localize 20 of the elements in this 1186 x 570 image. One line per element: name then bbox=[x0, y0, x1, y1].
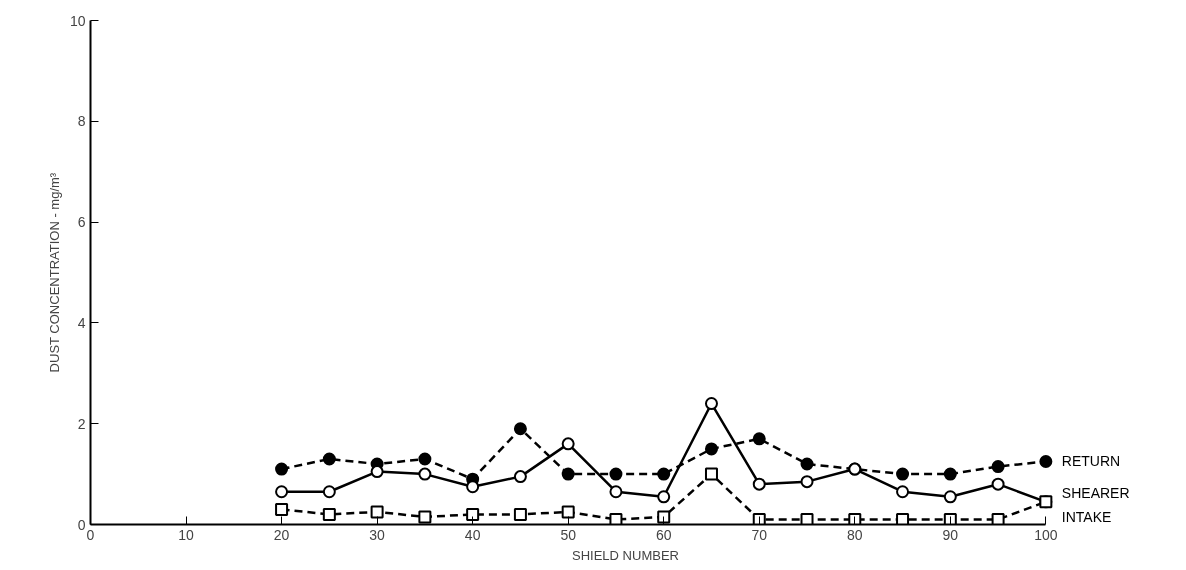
x-tick-label: 30 bbox=[369, 526, 386, 543]
x-tick-label: 10 bbox=[178, 526, 195, 543]
y-axis-title: DUST CONCENTRATION - mg/m³ bbox=[46, 172, 62, 373]
x-tick-label: 20 bbox=[273, 526, 290, 543]
y-tick-label: 8 bbox=[77, 113, 86, 130]
x-axis-title: SHIELD NUMBER bbox=[572, 547, 679, 563]
x-tick-label: 50 bbox=[560, 526, 577, 543]
y-tick-label: 6 bbox=[77, 214, 86, 231]
y-tick-label: 4 bbox=[77, 314, 86, 331]
y-tick-label: 2 bbox=[77, 415, 86, 432]
series-label: INTAKE bbox=[1061, 508, 1112, 525]
series-label: RETURN bbox=[1061, 452, 1121, 469]
x-tick-label: 70 bbox=[751, 526, 768, 543]
series-label: SHEARER bbox=[1061, 484, 1130, 501]
x-tick-label: 60 bbox=[655, 526, 672, 543]
x-tick-label: 80 bbox=[847, 526, 863, 543]
x-tick-label: 40 bbox=[464, 526, 481, 543]
x-tick-label: 90 bbox=[942, 526, 959, 543]
x-tick-label: 100 bbox=[1034, 526, 1058, 543]
y-tick-label: 10 bbox=[69, 12, 86, 29]
